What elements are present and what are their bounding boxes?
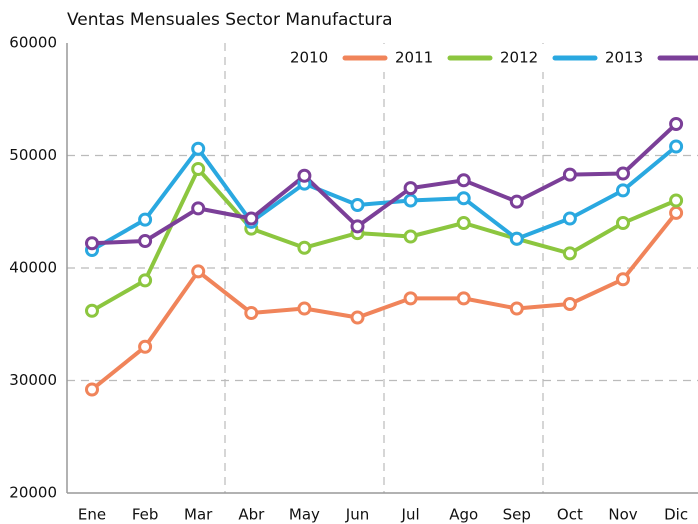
- point-marker: [616, 272, 630, 287]
- point-marker: [138, 339, 153, 354]
- point-marker: [191, 201, 206, 216]
- x-tick-label: Sep: [503, 506, 531, 524]
- y-tick-label: 60000: [9, 34, 57, 52]
- x-tick-label: Abr: [238, 506, 265, 524]
- point-marker: [562, 167, 577, 182]
- point-marker: [350, 310, 365, 325]
- point-marker: [562, 211, 577, 226]
- point-marker: [669, 139, 684, 154]
- x-tick-label: Mar: [184, 506, 213, 524]
- series-line: [91, 122, 678, 246]
- point-marker: [350, 219, 365, 234]
- y-tick-label: 20000: [9, 484, 57, 502]
- x-tick-label: Jul: [401, 506, 420, 524]
- point-marker: [191, 264, 206, 279]
- point-marker: [297, 168, 312, 183]
- point-marker: [138, 234, 153, 248]
- point-marker: [138, 212, 153, 227]
- point-marker: [456, 191, 471, 206]
- x-tick-label: Feb: [132, 506, 159, 524]
- point-marker: [85, 382, 99, 397]
- point-marker: [616, 216, 630, 230]
- point-marker: [297, 240, 312, 255]
- point-marker: [244, 211, 259, 226]
- point-marker: [509, 231, 524, 246]
- point-marker: [562, 246, 577, 261]
- point-marker: [244, 306, 259, 320]
- series-line: [91, 144, 678, 252]
- series-line: [90, 211, 678, 392]
- y-tick-label: 30000: [9, 371, 57, 389]
- point-marker: [403, 291, 418, 306]
- point-marker: [456, 173, 471, 188]
- y-tick-label: 40000: [9, 259, 57, 277]
- x-tick-label: Ene: [78, 506, 106, 524]
- x-tick-label: Jun: [345, 506, 369, 524]
- point-marker: [191, 162, 206, 176]
- point-marker: [350, 198, 365, 212]
- x-tick-label: Ago: [449, 506, 478, 524]
- point-marker: [669, 205, 684, 220]
- chart-title: Ventas Mensuales Sector Manufactura: [67, 10, 393, 30]
- point-marker: [85, 236, 99, 251]
- x-tick-label: Nov: [608, 506, 637, 524]
- point-marker: [403, 229, 418, 244]
- point-marker: [509, 194, 524, 209]
- point-marker: [669, 117, 684, 131]
- point-marker: [191, 141, 206, 156]
- point-marker: [616, 166, 630, 181]
- x-tick-label: May: [289, 506, 320, 524]
- point-marker: [562, 297, 577, 311]
- point-marker: [297, 301, 312, 316]
- legend-label: 2013: [605, 49, 643, 67]
- point-marker: [509, 301, 524, 316]
- point-marker: [456, 291, 471, 306]
- point-marker: [138, 273, 153, 288]
- legend-label: 2011: [395, 49, 433, 67]
- legend-label: 2012: [500, 49, 538, 67]
- point-marker: [456, 216, 471, 230]
- point-marker: [403, 193, 418, 208]
- point-marker: [616, 183, 630, 198]
- point-marker: [669, 193, 684, 208]
- vertical-dividers: [224, 43, 544, 493]
- legend-label: 2010: [290, 49, 328, 67]
- point-marker: [403, 181, 418, 196]
- x-tick-label: Dic: [664, 506, 688, 524]
- y-tick-label: 50000: [9, 146, 57, 164]
- x-tick-label: Oct: [557, 506, 583, 524]
- series-line: [91, 167, 677, 313]
- point-marker: [85, 303, 99, 318]
